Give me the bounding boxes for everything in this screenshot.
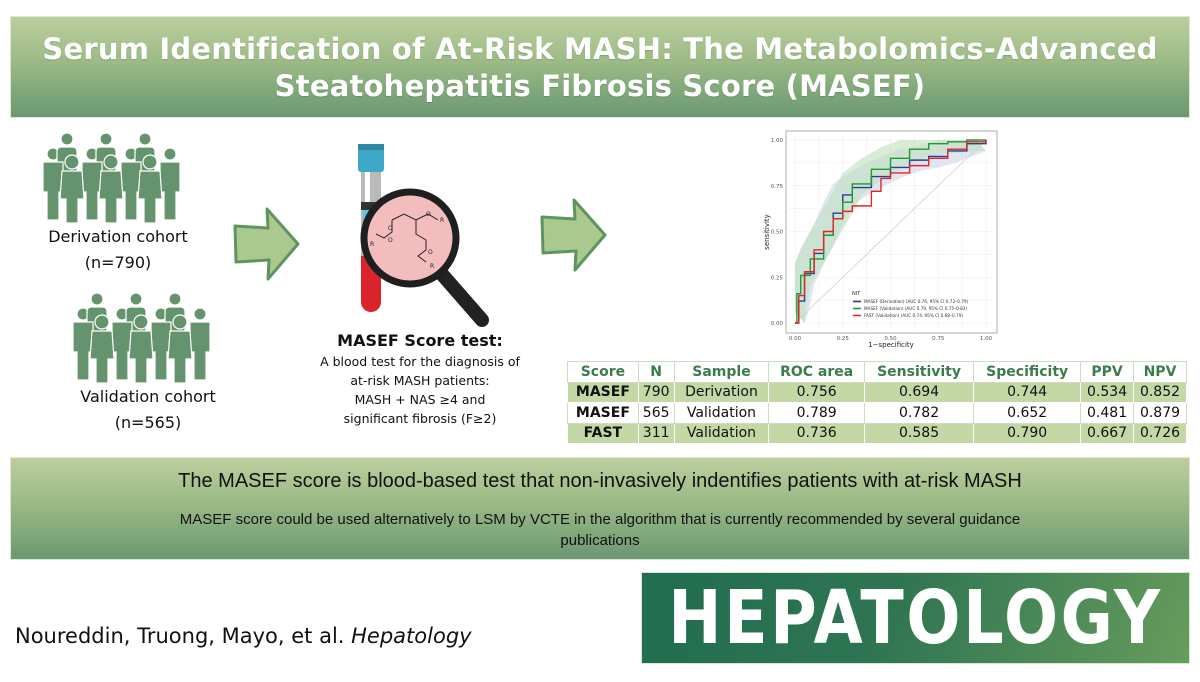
table-cell: 0.652 <box>973 402 1082 424</box>
arrow-right-icon <box>540 198 607 272</box>
table-row: MASEF 565 Validation 0.789 0.782 0.652 0.481 0.… <box>567 402 1187 424</box>
table-cell: 0.744 <box>973 381 1082 403</box>
journal-name: Hepatology <box>351 624 472 648</box>
svg-text:1.00: 1.00 <box>980 336 993 342</box>
table-cell: Derivation <box>673 381 770 403</box>
title-line-1: Serum Identification of At-Risk MASH: Th… <box>42 32 1158 66</box>
people-group-icon <box>73 292 211 384</box>
column-header: PPV <box>1080 361 1135 383</box>
column-header: NPV <box>1133 361 1187 383</box>
column-header: ROC area <box>768 361 865 383</box>
table-header-row: Score N Sample ROC area Sensitivity Specifici… <box>567 361 1187 383</box>
cohort-label: Validation cohort <box>80 387 216 406</box>
people-group-icon <box>43 132 181 224</box>
svg-text:0.50: 0.50 <box>771 230 784 236</box>
authors: Noureddin, Truong, Mayo, et al. <box>15 624 352 648</box>
svg-text:0.25: 0.25 <box>771 275 784 281</box>
page-title: Serum Identification of At-Risk MASH: Th… <box>11 31 1189 105</box>
table-cell: 0.585 <box>863 422 975 444</box>
table-cell: 0.534 <box>1080 381 1135 403</box>
table-cell: 0.790 <box>973 422 1082 444</box>
test-description: MASEF Score test: A blood test for the d… <box>300 330 540 428</box>
derivation-cohort: Derivation cohort (n=790) <box>28 132 208 276</box>
svg-text:R: R <box>440 217 444 224</box>
summary-banner: The MASEF score is blood-based test that… <box>10 457 1190 560</box>
svg-text:0.00: 0.00 <box>771 321 784 327</box>
column-header: Sensitivity <box>863 361 975 383</box>
cohort-n: (n=790) <box>84 253 152 272</box>
test-title: MASEF Score test: <box>337 331 503 350</box>
title-line-2: Steatohepatitis Fibrosis Score (MASEF) <box>274 69 926 103</box>
test-line: MASH + NAS ≥4 and <box>354 392 486 407</box>
test-line: A blood test for the diagnosis of <box>320 354 520 369</box>
cohort-label: Derivation cohort <box>48 227 188 246</box>
svg-text:NIT: NIT <box>852 291 861 297</box>
summary-detail: MASEF score could be used alternatively … <box>179 511 1021 549</box>
svg-text:0.50: 0.50 <box>884 336 897 342</box>
performance-table: Score N Sample ROC area Sensitivity Specifici… <box>567 361 1187 444</box>
title-banner: Serum Identification of At-Risk MASH: Th… <box>10 16 1190 118</box>
journal-logo-text: HEPATOLOGY <box>668 575 1163 661</box>
table-cell: 0.756 <box>768 381 865 403</box>
svg-text:FAST (Validation) (AUC 0.74, 9: FAST (Validation) (AUC 0.74, 95% CI 0.68… <box>864 313 963 318</box>
table-cell: MASEF <box>567 402 639 424</box>
cohort-n: (n=565) <box>114 413 182 432</box>
svg-text:R: R <box>370 241 374 248</box>
table-cell: 0.667 <box>1080 422 1135 444</box>
table-cell: 0.694 <box>863 381 975 403</box>
svg-text:R: R <box>430 263 434 270</box>
test-line: significant fibrosis (F≥2) <box>343 411 497 426</box>
table-cell: 0.852 <box>1133 381 1187 403</box>
table-cell: 0.481 <box>1080 402 1135 424</box>
table-cell: 565 <box>637 402 675 424</box>
table-row: FAST 311 Validation 0.736 0.585 0.790 0.667 0.7… <box>567 422 1187 444</box>
table-cell: 311 <box>637 422 675 444</box>
column-header: Score <box>567 361 639 383</box>
roc-series-line <box>795 140 987 324</box>
table-cell: 0.726 <box>1133 422 1187 444</box>
table-cell: Validation <box>673 402 770 424</box>
table-cell: FAST <box>567 422 639 444</box>
svg-text:0.75: 0.75 <box>932 336 945 342</box>
y-axis-label: sensitivity <box>763 214 771 250</box>
table-cell: 0.789 <box>768 402 865 424</box>
test-line: at-risk MASH patients: <box>350 373 490 388</box>
table-row: MASEF 790 Derivation 0.756 0.694 0.744 0.534 0.… <box>567 381 1187 403</box>
arrow-right-icon <box>233 207 300 281</box>
table-cell: MASEF <box>567 381 639 403</box>
column-header: Sample <box>673 361 770 383</box>
svg-text:O: O <box>388 225 393 232</box>
journal-logo: HEPATOLOGY <box>641 572 1190 664</box>
roc-curve-chart: 0.00 0.25 0.50 0.75 1.00 0.00 0.25 0.50 0.75 1.00… <box>763 130 998 349</box>
svg-text:0.75: 0.75 <box>771 184 784 190</box>
svg-text:O: O <box>426 211 431 218</box>
svg-text:0.00: 0.00 <box>789 336 802 342</box>
validation-cohort: Validation cohort (n=565) <box>58 292 238 436</box>
column-header: N <box>637 361 675 383</box>
svg-text:0.25: 0.25 <box>837 336 850 342</box>
summary-headline: The MASEF score is blood-based test that… <box>178 470 1022 492</box>
x-axis-label: 1−specificity <box>868 341 914 349</box>
table-cell: 0.782 <box>863 402 975 424</box>
svg-text:O: O <box>428 249 433 256</box>
table-cell: 0.879 <box>1133 402 1187 424</box>
svg-text:MASEF (Validation) (AUC 0.79,: MASEF (Validation) (AUC 0.79, 95% CI 0.7… <box>864 306 967 311</box>
roc-series-line <box>795 139 986 324</box>
svg-text:1.00: 1.00 <box>771 138 784 144</box>
column-header: Specificity <box>973 361 1082 383</box>
svg-text:MASEF (Derivation) (AUC 0.76,: MASEF (Derivation) (AUC 0.76, 95% CI 0.7… <box>864 299 969 304</box>
citation: Noureddin, Truong, Mayo, et al. Hepatolo… <box>15 624 472 648</box>
table-cell: Validation <box>673 422 770 444</box>
svg-text:O: O <box>388 237 393 244</box>
table-cell: 790 <box>637 381 675 403</box>
table-cell: 0.736 <box>768 422 865 444</box>
